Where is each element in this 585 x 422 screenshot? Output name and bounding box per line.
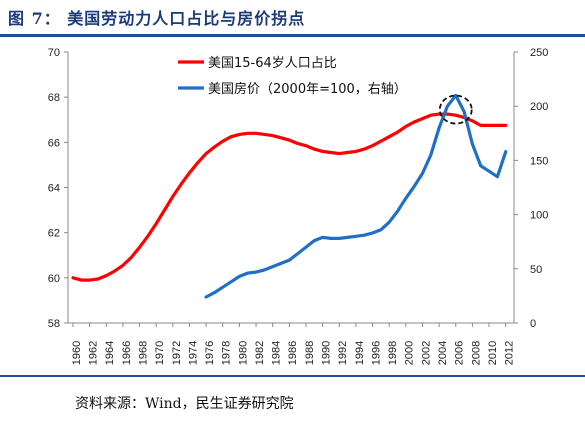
y-left-tick-label: 68 bbox=[48, 92, 60, 104]
y-left-tick-label: 70 bbox=[48, 47, 60, 59]
x-tick-label: 1960 bbox=[71, 341, 83, 365]
y-right-tick-label: 200 bbox=[530, 101, 548, 113]
x-tick-label: 1982 bbox=[254, 341, 266, 365]
source-note: 资料来源：Wind，民生证券研究院 bbox=[75, 396, 294, 412]
x-tick-label: 1994 bbox=[354, 341, 366, 365]
x-tick-label: 2012 bbox=[504, 341, 516, 365]
legend-label-house-price: 美国房价（2000年=100，右轴） bbox=[208, 81, 407, 97]
y-right-tick-label: 150 bbox=[530, 155, 548, 167]
y-right-tick-label: 0 bbox=[530, 318, 536, 330]
x-tick-label: 1984 bbox=[271, 341, 283, 365]
title-rule bbox=[0, 34, 585, 37]
x-tick-label: 1968 bbox=[137, 341, 149, 365]
x-tick-label: 1988 bbox=[304, 341, 316, 365]
x-tick-label: 1978 bbox=[221, 341, 233, 365]
x-tick-label: 1972 bbox=[171, 341, 183, 365]
x-tick-label: 1996 bbox=[370, 341, 382, 365]
x-tick-label: 2006 bbox=[454, 341, 466, 365]
chart: 58 60 62 64 66 68 70 0 50 100 150 200 250 1960 1962 196… bbox=[48, 47, 549, 365]
series-line-population bbox=[71, 112, 508, 282]
x-tick-label: 1966 bbox=[121, 341, 133, 365]
series-line-house-price bbox=[204, 93, 508, 299]
x-tick-label: 1990 bbox=[321, 341, 333, 365]
y-right-tick-label: 50 bbox=[530, 264, 542, 276]
x-tick-label: 2000 bbox=[404, 341, 416, 365]
x-tick-label: 1964 bbox=[104, 341, 116, 365]
x-tick-label: 2004 bbox=[437, 341, 449, 365]
x-tick-label: 1974 bbox=[187, 341, 199, 365]
x-tick-label: 2002 bbox=[420, 341, 432, 365]
y-left-tick-label: 66 bbox=[48, 137, 60, 149]
y-left-tick-label: 62 bbox=[48, 228, 60, 240]
y-right-tick-label: 100 bbox=[530, 210, 548, 222]
x-tick-label: 1962 bbox=[88, 341, 100, 365]
axes-layer: 58 60 62 64 66 68 70 0 50 100 150 200 250 1960 1962 196… bbox=[48, 47, 549, 365]
y-left-tick-label: 64 bbox=[48, 183, 60, 195]
x-tick-label: 2008 bbox=[470, 341, 482, 365]
x-tick-label: 1976 bbox=[204, 341, 216, 365]
x-tick-label: 1980 bbox=[237, 341, 249, 365]
chart-title: 图 7： 美国劳动力人口占比与房价拐点 bbox=[8, 9, 306, 28]
x-tick-label: 2010 bbox=[487, 341, 499, 365]
y-right-tick-label: 250 bbox=[530, 47, 548, 59]
peak-annotation-circle bbox=[438, 94, 473, 125]
x-tick-label: 1992 bbox=[337, 341, 349, 365]
legend-label-population: 美国15-64岁人口占比 bbox=[208, 56, 337, 71]
y-left-tick-label: 60 bbox=[48, 273, 60, 285]
y-left-tick-label: 58 bbox=[48, 318, 60, 330]
x-tick-label: 1998 bbox=[387, 341, 399, 365]
series-layer bbox=[71, 93, 508, 299]
x-tick-label: 1986 bbox=[287, 341, 299, 365]
footer-rule bbox=[0, 375, 585, 377]
x-tick-label: 1970 bbox=[154, 341, 166, 365]
